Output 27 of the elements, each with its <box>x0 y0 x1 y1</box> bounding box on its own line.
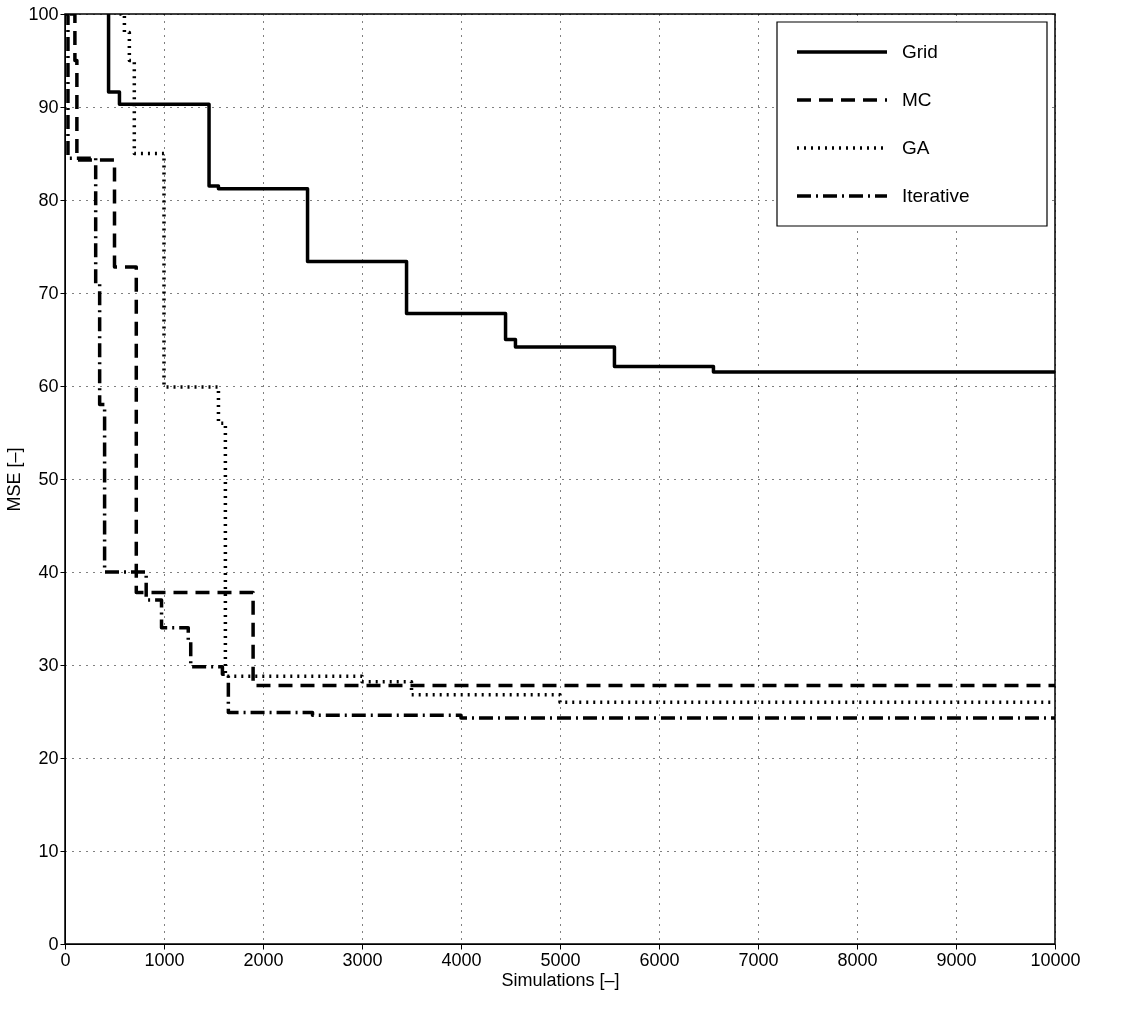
y-tick-label: 80 <box>38 189 59 210</box>
x-tick-label: 8000 <box>837 949 878 970</box>
y-tick-label: 20 <box>38 747 59 768</box>
y-tick-label: 90 <box>38 96 59 117</box>
x-tick-label: 7000 <box>738 949 779 970</box>
x-axis-title: Simulations [–] <box>501 969 620 990</box>
y-tick-label: 100 <box>28 3 59 24</box>
x-tick-label: 3000 <box>342 949 383 970</box>
y-tick-label: 0 <box>48 933 59 954</box>
y-axis-title: MSE [–] <box>4 447 25 512</box>
x-tick-label: 2000 <box>243 949 284 970</box>
y-tick-label: 50 <box>38 468 59 489</box>
x-tick-label: 1000 <box>144 949 185 970</box>
x-tick-label: 9000 <box>936 949 977 970</box>
y-tick-label: 60 <box>38 375 59 396</box>
x-tick-label: 6000 <box>639 949 680 970</box>
legend-label: Iterative <box>902 185 970 206</box>
legend-label: MC <box>902 89 932 110</box>
x-tick-label: 5000 <box>540 949 581 970</box>
y-tick-label: 30 <box>38 654 59 675</box>
y-tick-label: 10 <box>38 840 59 861</box>
x-tick-label: 4000 <box>441 949 482 970</box>
x-tick-label: 10000 <box>1030 949 1081 970</box>
y-tick-label: 40 <box>38 561 59 582</box>
y-tick-label: 70 <box>38 282 59 303</box>
legend-label: GA <box>902 137 930 158</box>
legend-label: Grid <box>902 41 938 62</box>
